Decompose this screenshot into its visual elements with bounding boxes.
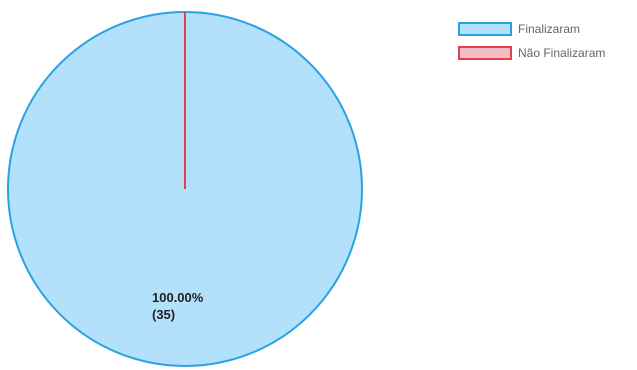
legend-swatch-finalizaram [458, 22, 512, 36]
legend: Finalizaram Não Finalizaram [458, 20, 605, 68]
pie-data-label-count: (35) [152, 307, 175, 322]
legend-label-finalizaram: Finalizaram [518, 22, 581, 36]
legend-item-finalizaram[interactable]: Finalizaram [458, 20, 605, 38]
legend-item-nao-finalizaram[interactable]: Não Finalizaram [458, 44, 605, 62]
legend-swatch-nao-finalizaram [458, 46, 512, 60]
pie-data-label-percent: 100.00% [152, 290, 204, 305]
legend-label-nao-finalizaram: Não Finalizaram [518, 46, 606, 60]
